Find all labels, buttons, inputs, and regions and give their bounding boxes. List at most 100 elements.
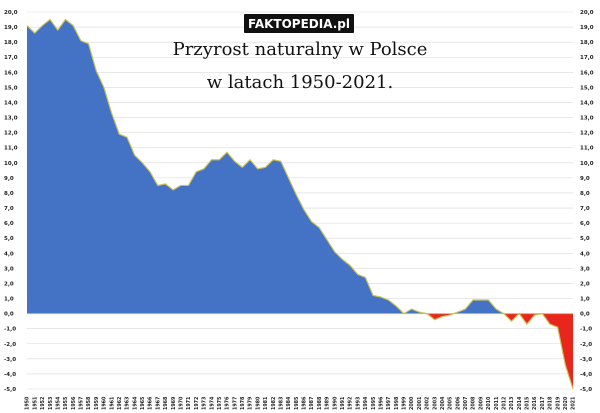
x-tick-label: 1962 bbox=[117, 397, 123, 410]
y-tick-label-left: 18,0 bbox=[4, 40, 18, 46]
y-tick-label-right: 12,0 bbox=[580, 131, 594, 137]
x-tick-label: 1954 bbox=[55, 396, 61, 410]
y-tick-label-right: -5,0 bbox=[580, 387, 592, 393]
x-tick-label: 1956 bbox=[71, 396, 77, 410]
x-tick-label: 1993 bbox=[355, 397, 361, 410]
x-tick-label: 1992 bbox=[348, 397, 354, 410]
y-tick-label-right: 20,0 bbox=[580, 10, 594, 16]
y-tick-label-right: 11,0 bbox=[580, 146, 594, 152]
x-tick-label: 1983 bbox=[278, 397, 284, 410]
watermark-text: FAKTOPEDIA.pl bbox=[248, 17, 350, 31]
y-tick-label-left: 2,0 bbox=[4, 281, 14, 287]
x-axis: 1950 1951 1952 1953 1954 1955 1956 1957 1958 1959… bbox=[25, 313, 577, 410]
x-tick-label: 2008 bbox=[471, 396, 477, 410]
x-tick-label: 1971 bbox=[186, 397, 192, 410]
y-tick-label-right: 8,0 bbox=[580, 191, 590, 197]
x-tick-label: 1985 bbox=[294, 397, 300, 410]
y-tick-label-right: 9,0 bbox=[580, 176, 590, 182]
x-tick-label: 1975 bbox=[217, 397, 223, 410]
x-tick-label: 2013 bbox=[509, 397, 515, 410]
x-tick-label: 1998 bbox=[394, 396, 400, 410]
x-tick-label: 1965 bbox=[140, 397, 146, 410]
y-tick-label-right: -2,0 bbox=[580, 342, 592, 348]
x-tick-label: 1968 bbox=[163, 396, 169, 410]
y-tick-label-left: 20,0 bbox=[4, 10, 18, 16]
x-tick-label: 1996 bbox=[378, 396, 384, 410]
y-tick-label-right: -1,0 bbox=[580, 327, 592, 333]
y-tick-label-left: 0,0 bbox=[4, 312, 14, 318]
x-tick-label: 1997 bbox=[386, 397, 392, 410]
x-tick-label: 2010 bbox=[486, 396, 492, 410]
x-tick-label: 2000 bbox=[409, 396, 415, 410]
y-axis-left: -5,0 -4,0 -3,0 -2,0 -1,0 0,0 1,0 2,0 3,0 4,0 5,0 6,… bbox=[4, 10, 18, 393]
negative-area bbox=[542, 313, 573, 389]
x-tick-label: 1974 bbox=[209, 396, 215, 410]
x-tick-label: 1991 bbox=[340, 397, 346, 410]
x-tick-label: 1958 bbox=[86, 396, 92, 410]
y-tick-label-right: 6,0 bbox=[580, 221, 590, 227]
y-tick-label-left: -2,0 bbox=[4, 342, 16, 348]
y-tick-label-left: 16,0 bbox=[4, 70, 18, 76]
y-tick-label-left: 19,0 bbox=[4, 25, 18, 31]
y-tick-label-left: 3,0 bbox=[4, 266, 14, 272]
x-tick-label: 2020 bbox=[563, 396, 569, 410]
x-tick-label: 1955 bbox=[63, 397, 69, 410]
x-tick-label: 1990 bbox=[332, 396, 338, 410]
x-tick-label: 2003 bbox=[432, 397, 438, 410]
x-tick-label: 1963 bbox=[125, 397, 131, 410]
x-tick-label: 2011 bbox=[494, 397, 500, 410]
x-tick-label: 1959 bbox=[94, 396, 100, 410]
x-tick-label: 2021 bbox=[571, 397, 577, 410]
y-tick-label-left: -3,0 bbox=[4, 357, 16, 363]
x-tick-label: 1952 bbox=[40, 397, 46, 410]
y-tick-label-right: -3,0 bbox=[580, 357, 592, 363]
series-outline bbox=[26, 18, 574, 390]
x-tick-label: 1957 bbox=[79, 397, 85, 410]
x-tick-label: 1984 bbox=[286, 396, 292, 410]
x-tick-label: 1953 bbox=[48, 397, 54, 410]
x-tick-label: 1989 bbox=[325, 396, 331, 410]
y-tick-label-left: 8,0 bbox=[4, 191, 14, 197]
x-tick-label: 1988 bbox=[317, 396, 323, 410]
y-tick-label-right: 0,0 bbox=[580, 312, 590, 318]
area-series bbox=[26, 18, 574, 390]
x-tick-label: 1961 bbox=[109, 397, 115, 410]
y-tick-label-left: -4,0 bbox=[4, 372, 16, 378]
negative-area bbox=[503, 313, 520, 322]
y-tick-label-right: 10,0 bbox=[580, 161, 594, 167]
y-tick-label-right: 7,0 bbox=[580, 206, 590, 212]
x-tick-label: 1973 bbox=[202, 397, 208, 410]
x-tick-label: 1977 bbox=[232, 397, 238, 410]
x-tick-label: 2014 bbox=[517, 396, 523, 410]
x-tick-label: 1980 bbox=[255, 396, 261, 410]
x-tick-label: 2019 bbox=[555, 396, 561, 410]
positive-area bbox=[27, 19, 404, 314]
y-tick-label-left: -1,0 bbox=[4, 327, 16, 333]
x-tick-label: 2016 bbox=[532, 396, 538, 410]
y-tick-label-right: 19,0 bbox=[580, 25, 594, 31]
y-tick-label-left: 9,0 bbox=[4, 176, 14, 182]
x-tick-label: 1972 bbox=[194, 397, 200, 410]
y-tick-label-left: 17,0 bbox=[4, 55, 18, 61]
y-tick-label-left: 13,0 bbox=[4, 116, 18, 122]
watermark-logo: FAKTOPEDIA.pl bbox=[244, 14, 354, 33]
x-tick-label: 1982 bbox=[271, 397, 277, 410]
x-tick-label: 2007 bbox=[463, 397, 469, 410]
y-tick-label-right: 3,0 bbox=[580, 266, 590, 272]
x-tick-label: 2005 bbox=[448, 397, 454, 410]
x-tick-label: 1999 bbox=[402, 396, 408, 410]
y-tick-label-left: -5,0 bbox=[4, 387, 16, 393]
x-tick-label: 1976 bbox=[225, 396, 231, 410]
y-tick-label-left: 12,0 bbox=[4, 131, 18, 137]
x-tick-label: 2002 bbox=[425, 397, 431, 410]
y-tick-label-left: 15,0 bbox=[4, 85, 18, 91]
y-tick-label-left: 14,0 bbox=[4, 100, 18, 106]
x-tick-label: 1987 bbox=[309, 397, 315, 410]
y-tick-label-right: 17,0 bbox=[580, 55, 594, 61]
x-tick-label: 1981 bbox=[263, 397, 269, 410]
x-tick-label: 1969 bbox=[171, 396, 177, 410]
x-tick-label: 1994 bbox=[363, 396, 369, 410]
x-tick-label: 1951 bbox=[32, 397, 38, 410]
x-tick-label: 2006 bbox=[455, 396, 461, 410]
